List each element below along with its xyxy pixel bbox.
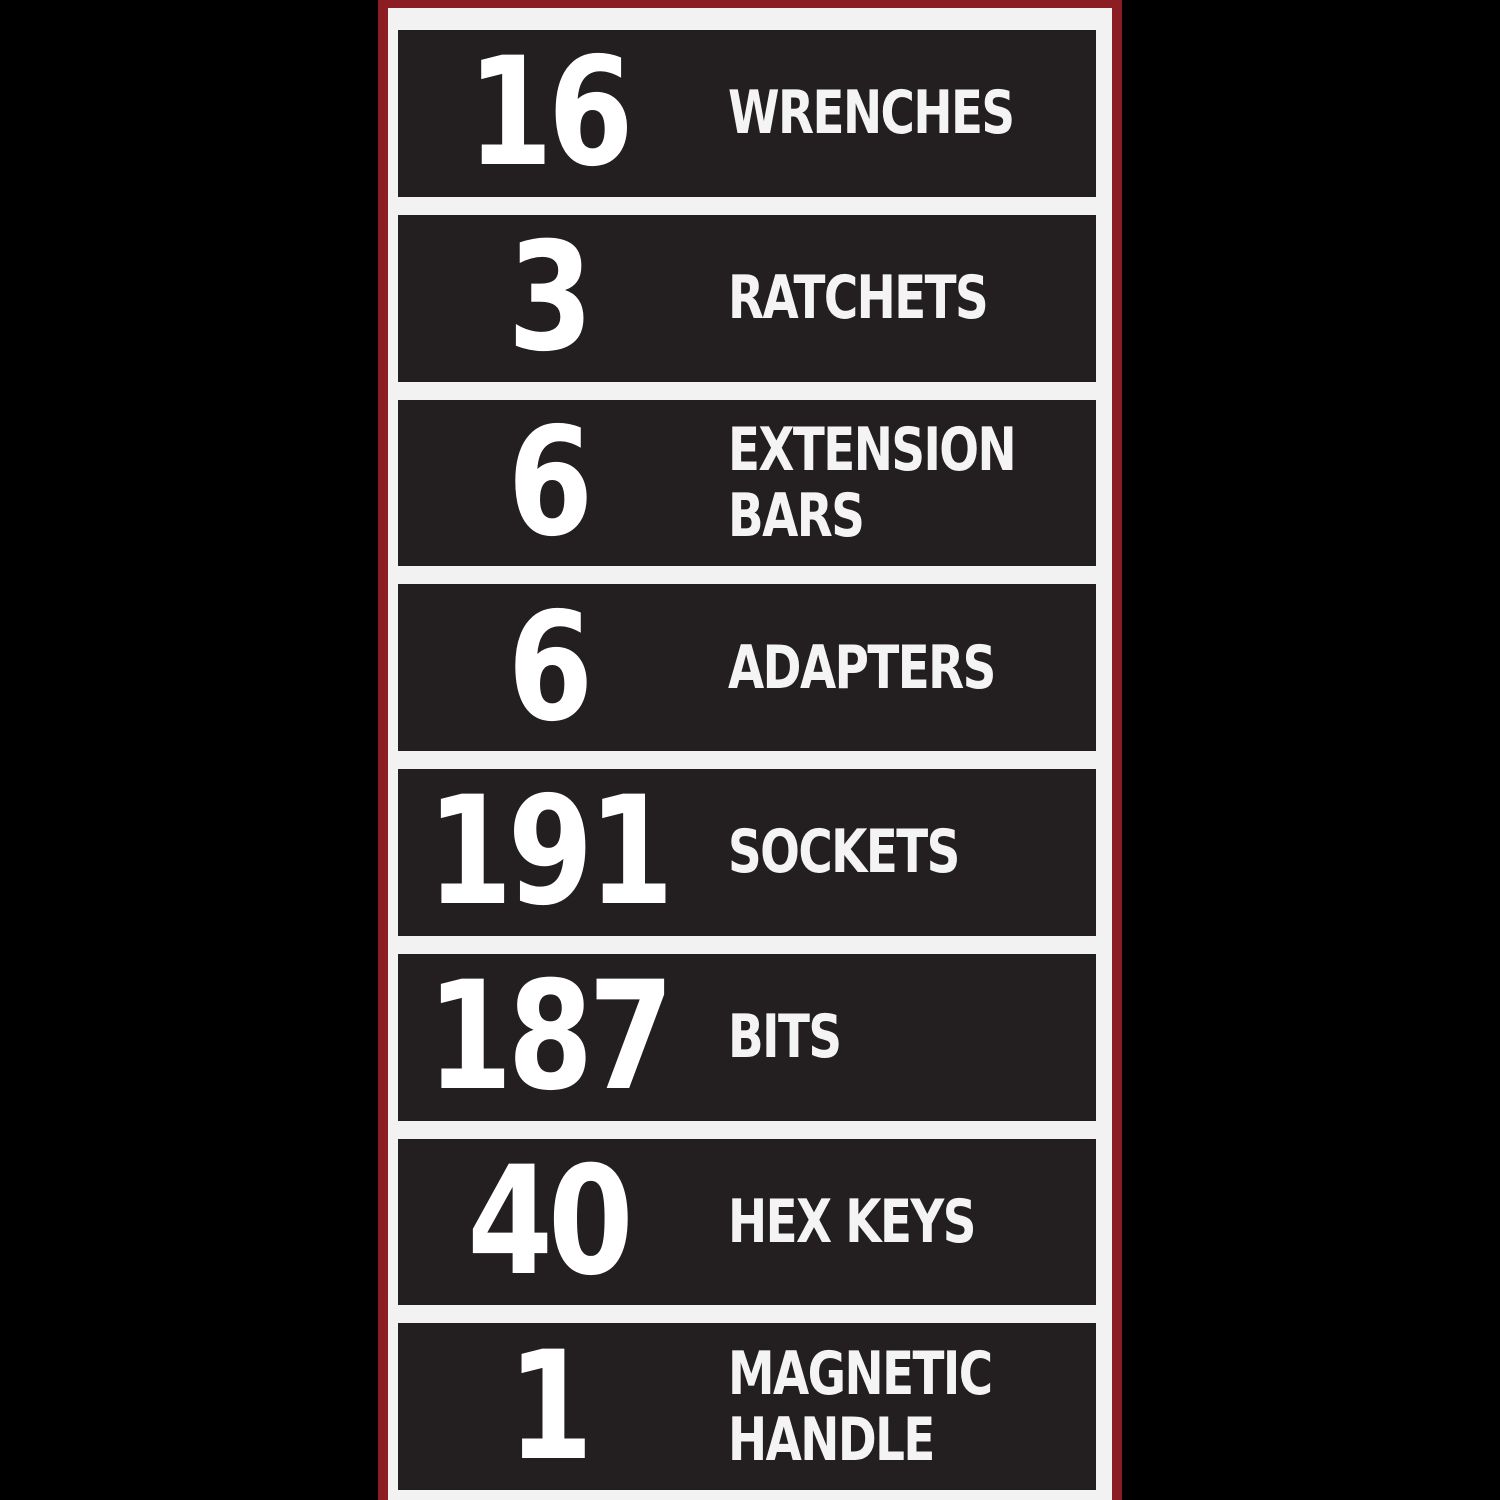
label-line: HEX KEYS xyxy=(728,1186,976,1257)
panel-frame: 16 WRENCHES 3 RATCHETS 6 EXTENSION BARS 6 ADAPTE… xyxy=(378,0,1122,1500)
item-count: 191 xyxy=(426,769,674,936)
item-label: ADAPTERS xyxy=(728,635,1070,701)
item-label: WRENCHES xyxy=(728,80,1094,146)
item-row: 187 BITS xyxy=(398,953,1096,1121)
item-count: 187 xyxy=(426,953,674,1121)
panel: 16 WRENCHES 3 RATCHETS 6 EXTENSION BARS 6 ADAPTE… xyxy=(388,8,1112,1500)
label-line: RATCHETS xyxy=(728,263,989,334)
label-line: SOCKETS xyxy=(728,817,960,888)
label-line: ADAPTERS xyxy=(728,632,996,703)
label-line: MAGNETIC xyxy=(728,1338,993,1409)
item-count: 6 xyxy=(507,399,594,567)
label-line: BITS xyxy=(728,1002,842,1073)
item-label: HEX KEYS xyxy=(728,1189,1045,1255)
item-count: 40 xyxy=(467,1138,633,1306)
item-label: MAGNETIC HANDLE xyxy=(728,1341,1066,1473)
item-row: 6 EXTENSION BARS xyxy=(398,399,1096,567)
item-label: RATCHETS xyxy=(728,265,1060,331)
item-label: SOCKETS xyxy=(728,819,1024,885)
label-line: BARS xyxy=(728,480,865,551)
item-row: 191 SOCKETS xyxy=(398,769,1096,936)
item-label: EXTENSION BARS xyxy=(728,417,1096,549)
item-count: 6 xyxy=(507,584,594,751)
item-row: 16 WRENCHES xyxy=(398,30,1096,197)
item-count: 3 xyxy=(507,214,594,382)
label-line: EXTENSION xyxy=(728,414,1017,485)
item-count: 16 xyxy=(467,30,633,197)
item-row: 3 RATCHETS xyxy=(398,214,1096,382)
label-line: WRENCHES xyxy=(728,78,1015,149)
item-row: 40 HEX KEYS xyxy=(398,1138,1096,1306)
item-count: 1 xyxy=(507,1323,594,1490)
item-row: 6 ADAPTERS xyxy=(398,584,1096,751)
item-label: BITS xyxy=(728,1004,872,1070)
item-row: 1 MAGNETIC HANDLE xyxy=(398,1323,1096,1490)
label-line: HANDLE xyxy=(728,1404,935,1475)
